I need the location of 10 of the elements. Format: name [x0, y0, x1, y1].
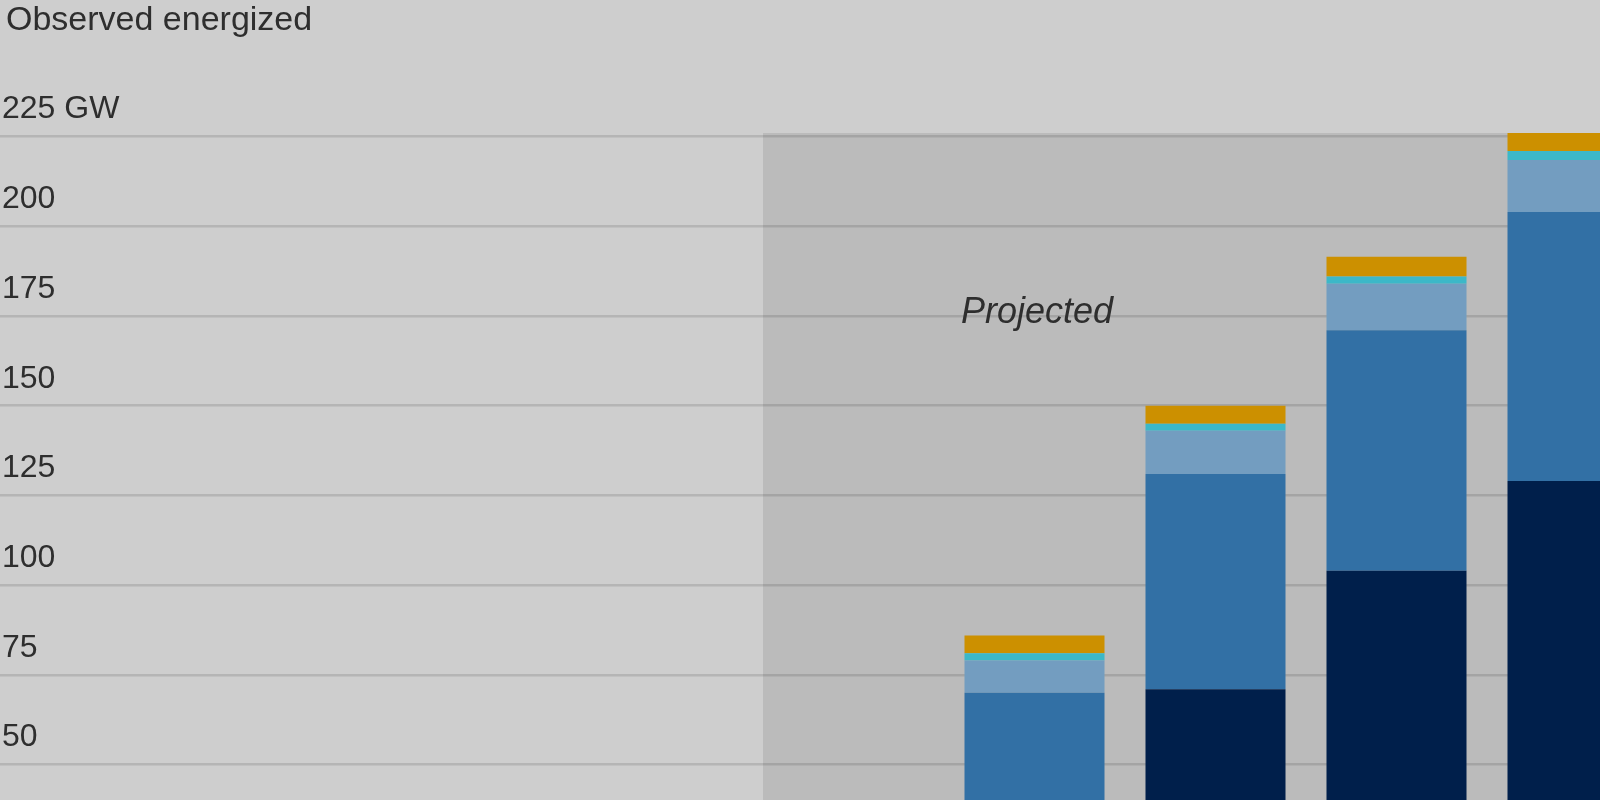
y-tick-label: 225 GW — [2, 89, 121, 126]
y-tick-label: 150 — [2, 358, 56, 395]
annotation: Projected — [960, 290, 1115, 332]
y-tick-label: 100 — [2, 537, 56, 574]
y-tick-label: 200 — [2, 179, 56, 216]
y-tick-label: 50 — [2, 717, 38, 754]
chart-title: Observed energized — [6, 0, 313, 37]
y-tick-label: 175 — [2, 268, 56, 305]
y-tick-label: 125 — [2, 448, 56, 485]
y-tick-label: 75 — [2, 627, 38, 664]
